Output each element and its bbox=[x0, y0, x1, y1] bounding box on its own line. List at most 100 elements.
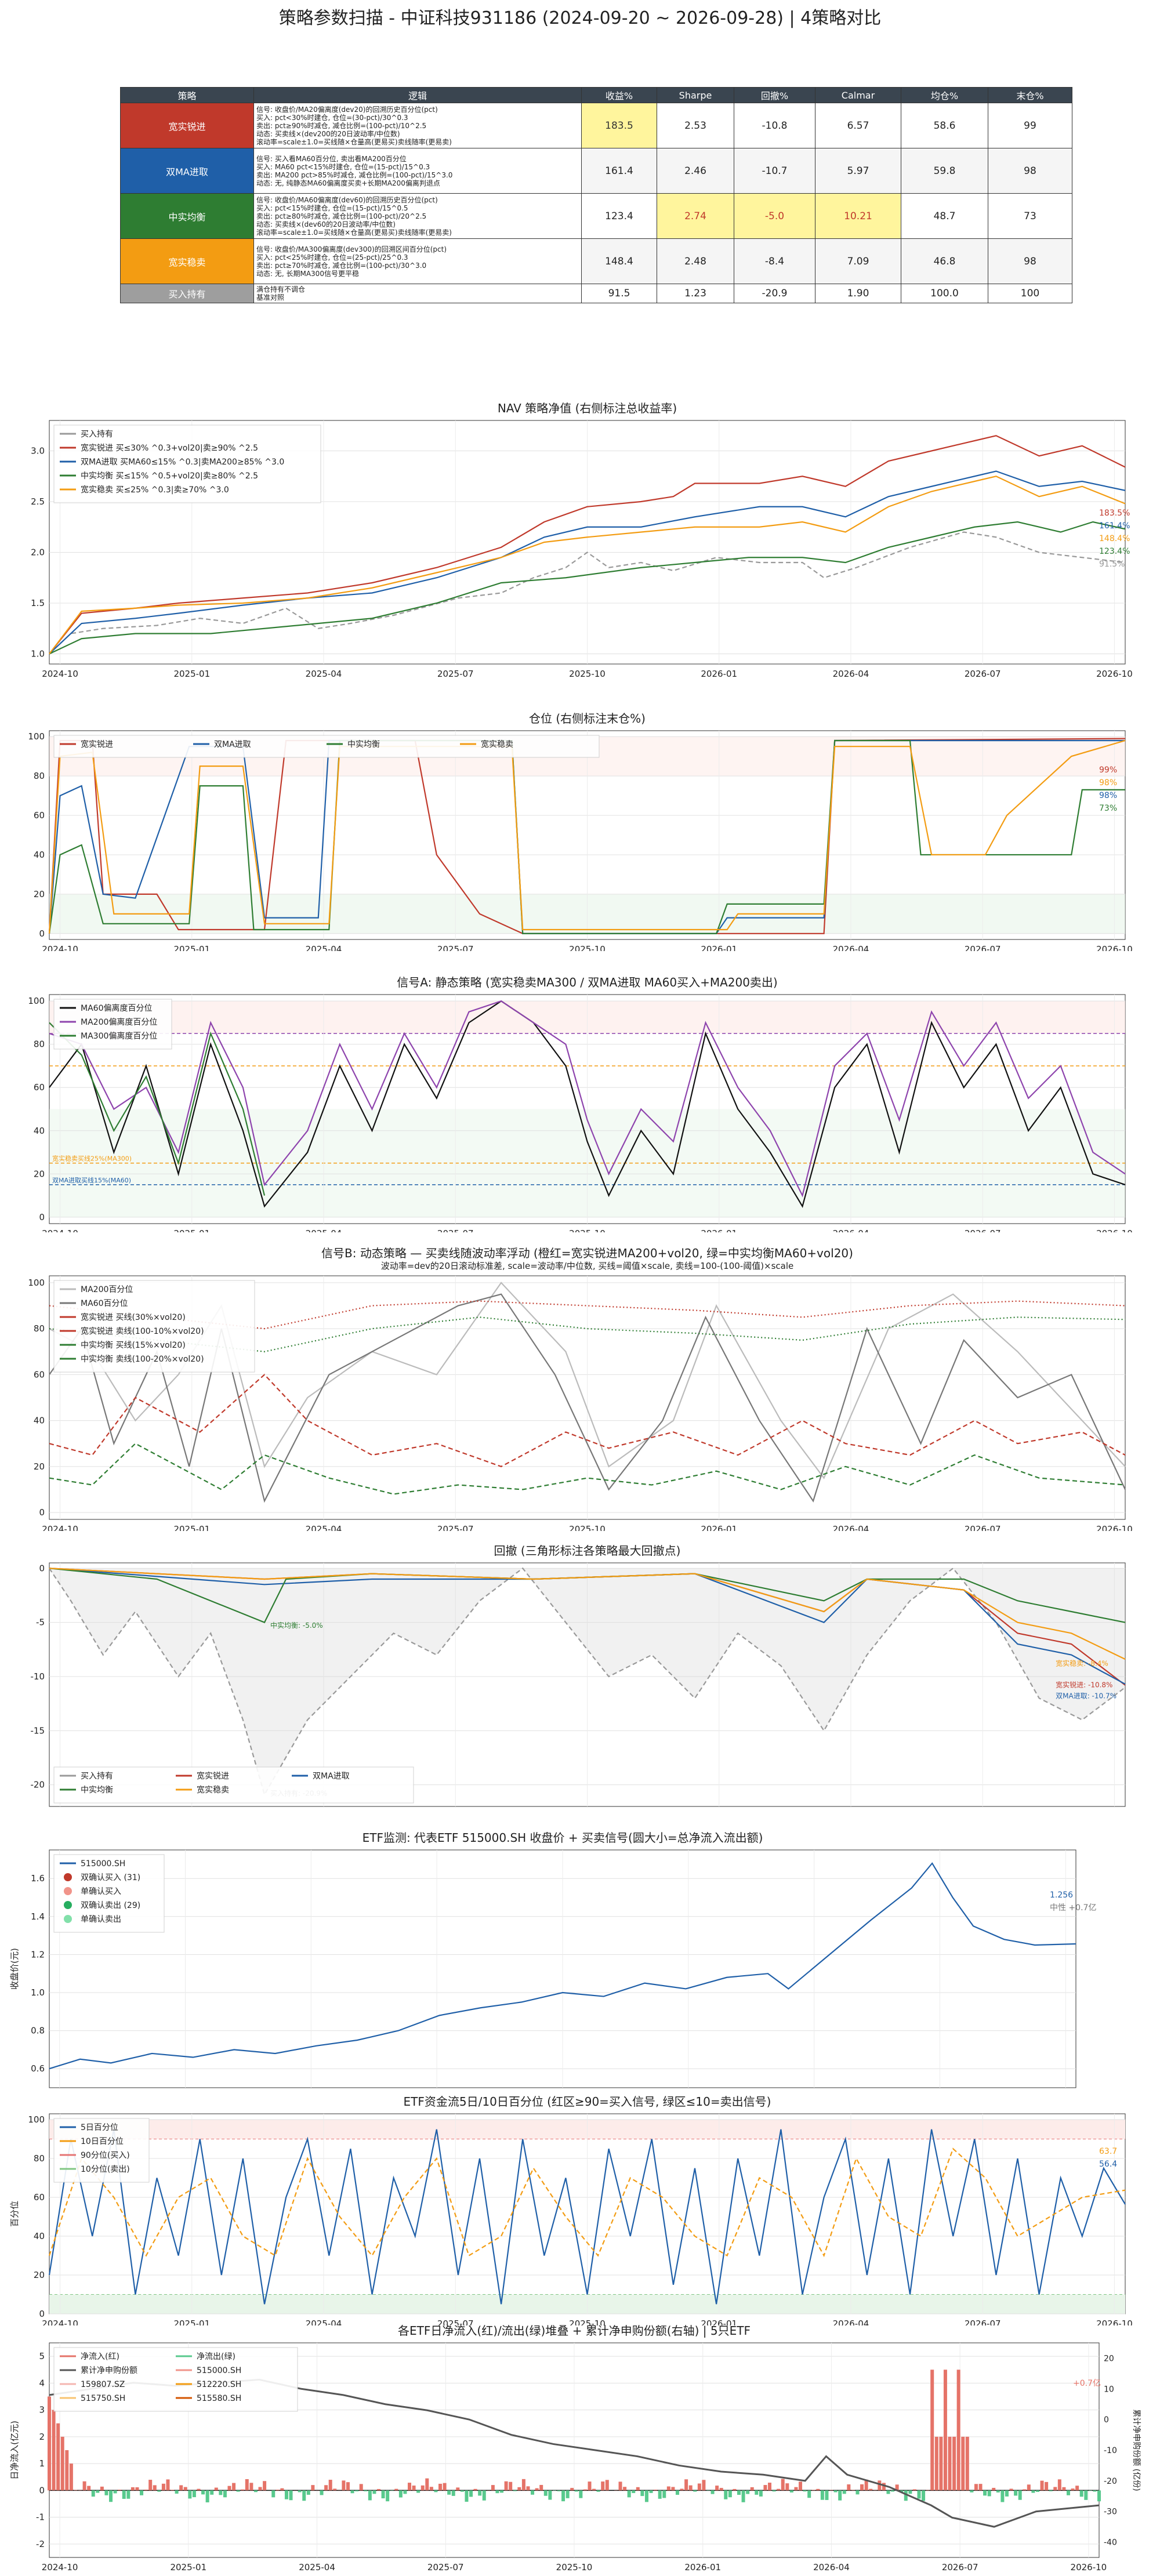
chart-title: 仓位 (右侧标注末仓%) bbox=[529, 712, 646, 725]
flow-bar bbox=[592, 2488, 596, 2491]
legend-marker bbox=[64, 1901, 72, 1909]
metric-cell-avg-pos: 46.8 bbox=[901, 238, 988, 284]
y-tick-label: 100 bbox=[28, 1278, 45, 1288]
flow-bar bbox=[350, 2490, 354, 2494]
flow-bar bbox=[777, 2488, 781, 2491]
flow-bar bbox=[1009, 2488, 1013, 2491]
table-header-row: 策略 逻辑 收益% Sharpe 回撤% Calmar 均仓% 末仓% bbox=[120, 87, 1072, 103]
flow-bar bbox=[688, 2485, 693, 2491]
metric-cell-end-pos: 98 bbox=[988, 148, 1072, 194]
metric-cell-sharpe: 2.53 bbox=[657, 103, 734, 148]
y-tick-label: -15 bbox=[31, 1725, 45, 1736]
flow-bar bbox=[342, 2480, 346, 2491]
flow-bar bbox=[491, 2485, 495, 2491]
x-tick-label: 2025-10 bbox=[569, 1811, 606, 1812]
flow-bar bbox=[943, 2370, 947, 2491]
series-line-4 bbox=[49, 1568, 1126, 1660]
flow-bar bbox=[289, 2490, 293, 2501]
flow-bar bbox=[548, 2490, 552, 2500]
x-tick-label: 2025-07 bbox=[419, 2092, 455, 2094]
legend-label: 90分位(买入) bbox=[81, 2151, 130, 2160]
flow-bar bbox=[205, 2490, 209, 2503]
flow-bar bbox=[1049, 2490, 1053, 2491]
x-tick-label: 2026-10 bbox=[1096, 1228, 1133, 1232]
x-tick-label: 2026-04 bbox=[813, 2562, 850, 2573]
flow-bar bbox=[1027, 2484, 1031, 2491]
series-line-0 bbox=[49, 1567, 1126, 1797]
flow-bar bbox=[781, 2479, 785, 2491]
legend-label: 宽实稳卖 买≤25% ^0.3|卖≥70% ^3.0 bbox=[81, 485, 229, 495]
flow-bar bbox=[741, 2490, 745, 2502]
strategy-name-cell: 双MA进取 bbox=[120, 148, 254, 194]
flow-bar bbox=[785, 2483, 789, 2491]
metric-cell-drawdown: -8.4 bbox=[734, 238, 815, 284]
flow-bar bbox=[557, 2490, 561, 2491]
metric-cell-end-pos: 100 bbox=[988, 284, 1072, 303]
flow-bar bbox=[873, 2490, 877, 2491]
flow-bar bbox=[96, 2490, 100, 2493]
flow-bar bbox=[750, 2487, 754, 2491]
flow-bar bbox=[443, 2483, 447, 2491]
x-tick-label: 2026-01 bbox=[684, 2562, 721, 2573]
flow-bar bbox=[372, 2490, 376, 2494]
legend-marker bbox=[64, 1887, 72, 1895]
flow-bar bbox=[864, 2479, 868, 2491]
flow-bar bbox=[100, 2486, 104, 2491]
y-tick-label: 0 bbox=[39, 928, 45, 939]
flow-bar bbox=[416, 2490, 420, 2493]
flow-bar bbox=[1062, 2487, 1066, 2491]
drawdown-chart: 回撤 (三角形标注各策略最大回撤点) 0 -5 -10 -15 -20 2024-10 202… bbox=[31, 1544, 1133, 1812]
flow-bar bbox=[799, 2481, 803, 2491]
flow-bar bbox=[807, 2490, 811, 2498]
flow-bar bbox=[236, 2490, 240, 2492]
legend-label: 10日百分位 bbox=[81, 2137, 124, 2146]
flow-bar bbox=[1045, 2481, 1049, 2491]
legend-label: 买入持有 bbox=[81, 430, 113, 439]
strategy-logic-cell: 信号: 收盘价/MA300偏离度(dev300)的回溯区间百分位(pct) 买入… bbox=[253, 238, 582, 284]
table-header-cell: 回撤% bbox=[734, 87, 815, 103]
flow-bar bbox=[1057, 2479, 1061, 2491]
flow-bar bbox=[280, 2488, 284, 2491]
flow-bar bbox=[658, 2490, 662, 2499]
flow-bar bbox=[1075, 2486, 1079, 2491]
flow-bar bbox=[1005, 2490, 1009, 2497]
flow-bar bbox=[398, 2490, 403, 2498]
flow-bar bbox=[495, 2490, 499, 2494]
nav-chart: NAV 策略净值 (右侧标注总收益率) 1.0 1.5 2.0 2.5 3.0 2024-1… bbox=[31, 401, 1133, 679]
y-tick-label: 40 bbox=[34, 850, 45, 860]
flow-bar bbox=[992, 2487, 996, 2491]
flow-bar bbox=[500, 2490, 504, 2493]
flow-bar bbox=[333, 2488, 337, 2491]
flow-bar bbox=[1097, 2490, 1101, 2502]
flow-bar bbox=[710, 2490, 715, 2494]
legend: 宽实锐进 双MA进取 中实均衡 宽实稳卖 bbox=[53, 735, 600, 758]
flow-bar bbox=[381, 2490, 385, 2499]
y-tick-label: 20 bbox=[34, 889, 45, 899]
flow-bar bbox=[271, 2490, 276, 2498]
flow-bar bbox=[789, 2490, 793, 2492]
table-header-cell: 收益% bbox=[581, 87, 657, 103]
flow-bar bbox=[153, 2485, 157, 2491]
flow-bar bbox=[922, 2490, 926, 2501]
legend-label: 宽实锐进 买线(30%×vol20) bbox=[81, 1312, 186, 1322]
x-tick-label: 2024-10 bbox=[42, 669, 78, 679]
flow-bar bbox=[728, 2490, 732, 2498]
flow-bar bbox=[926, 2490, 930, 2491]
series-line-3 bbox=[49, 521, 1126, 655]
x-tick-label: 2024-10 bbox=[42, 2319, 78, 2325]
metric-cell-sharpe: 2.74 bbox=[657, 193, 734, 239]
y-tick-label: 2.5 bbox=[31, 496, 45, 507]
chart-title: 信号B: 动态策略 — 买卖线随波动率浮动 (橙红=宽实锐进MA200+vol2… bbox=[321, 1246, 853, 1260]
flow-bar bbox=[386, 2490, 390, 2502]
legend-label: 宽实稳卖 bbox=[197, 1785, 229, 1795]
end-label: 99% bbox=[1099, 765, 1117, 775]
flow-bar bbox=[961, 2436, 965, 2491]
flow-bar bbox=[768, 2483, 772, 2491]
flow-bar bbox=[952, 2436, 956, 2491]
flow-bar bbox=[1071, 2488, 1075, 2491]
flow-bar bbox=[175, 2490, 179, 2494]
y-tick-label: 0 bbox=[39, 1212, 45, 1222]
legend-label: MA60偏离度百分位 bbox=[81, 1003, 152, 1013]
